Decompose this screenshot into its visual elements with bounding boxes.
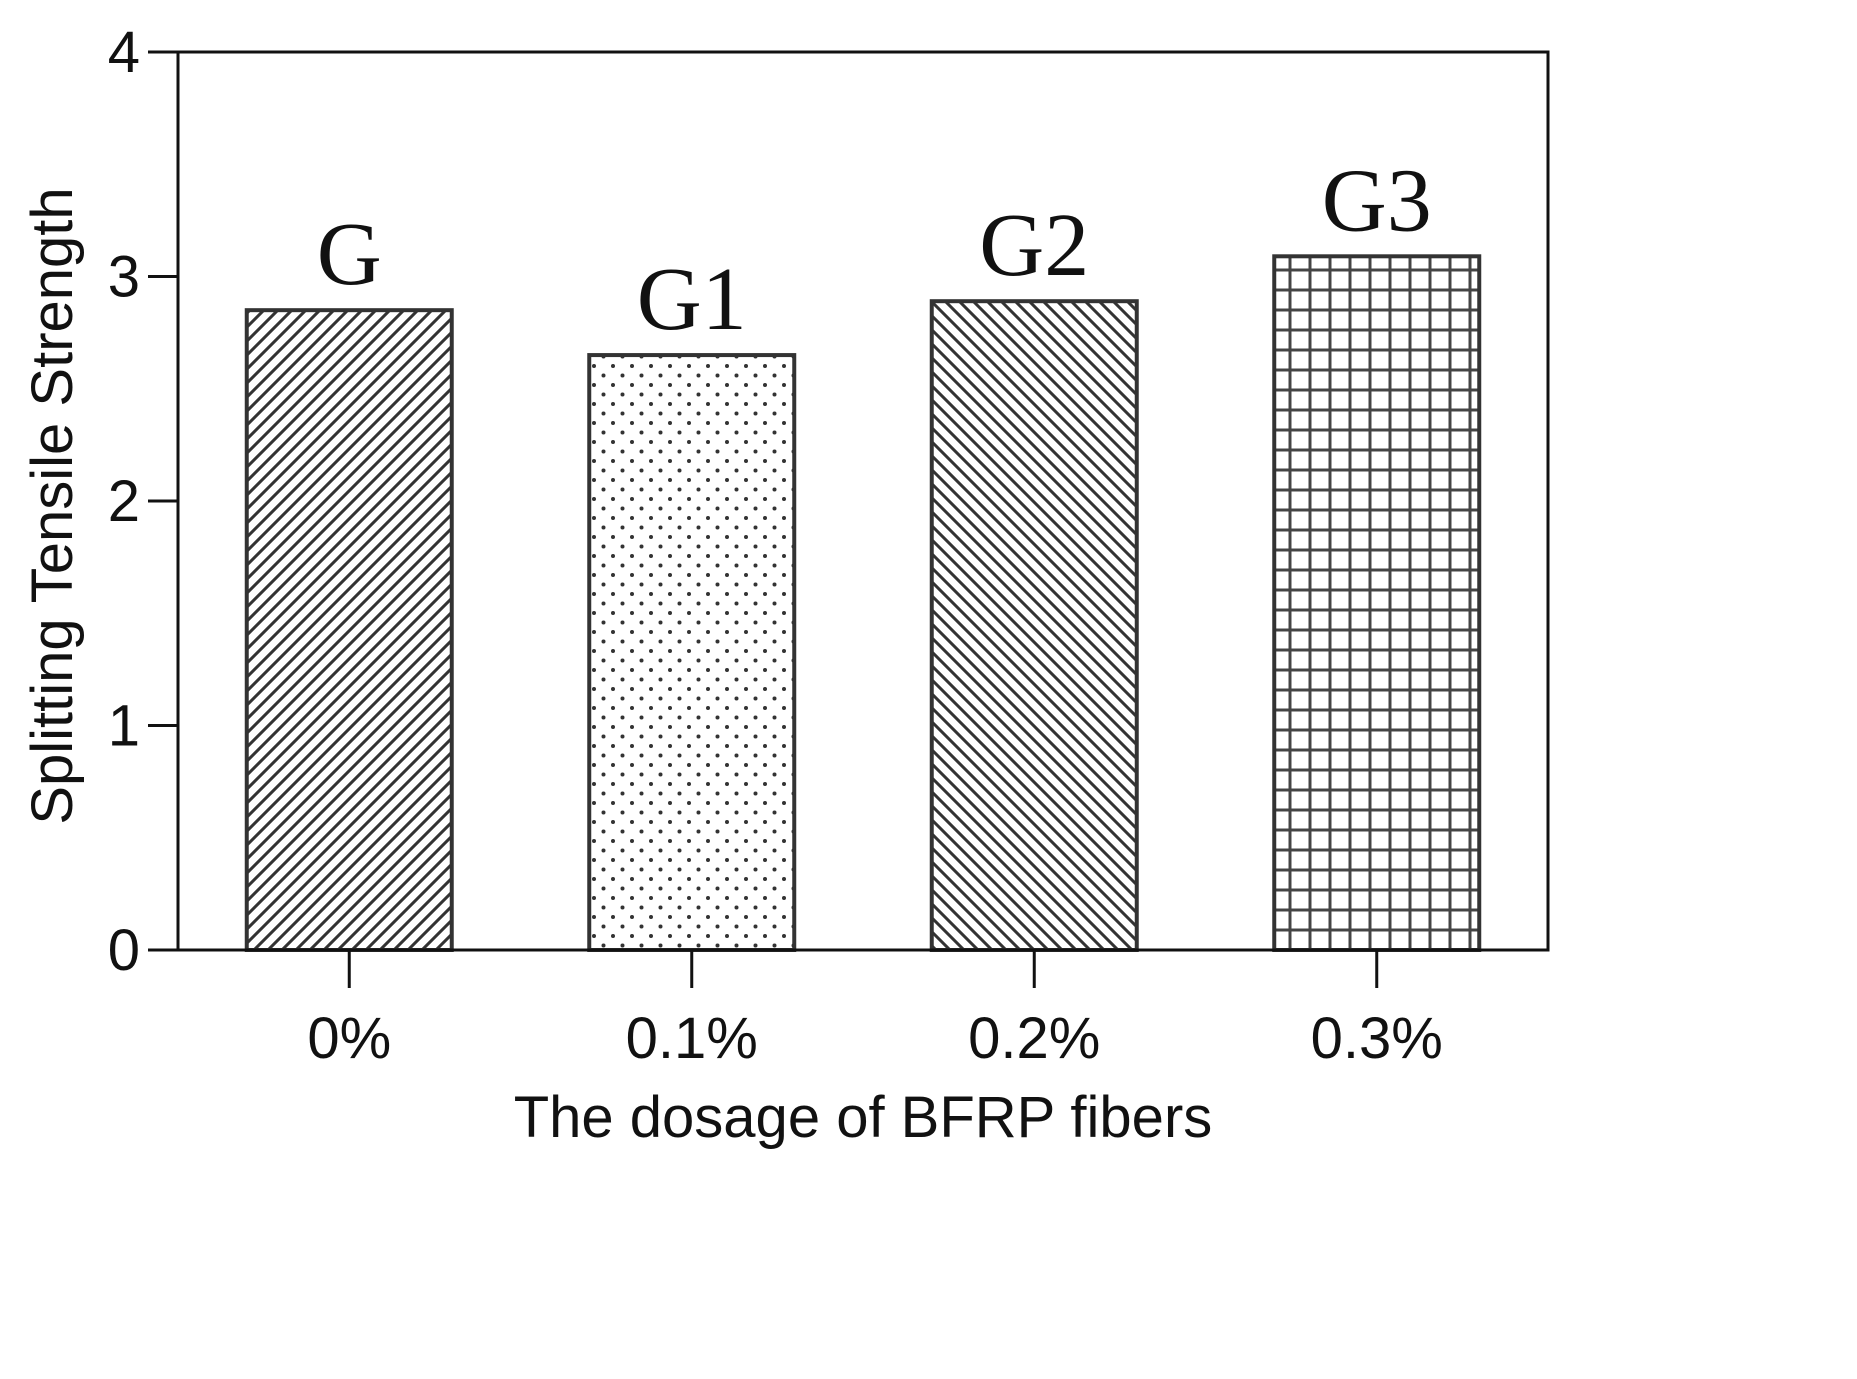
y-tick-label: 0 [108, 918, 140, 983]
bar-label-2: G1 [637, 250, 747, 349]
bars-layer [244, 254, 1482, 953]
bar-3 [929, 299, 1139, 952]
bar-4 [1272, 254, 1482, 953]
bar-label-3: G2 [979, 196, 1089, 295]
y-axis: 0 1 2 3 4 [108, 20, 178, 983]
x-tick-label: 0.2% [968, 1006, 1100, 1071]
x-axis: 0% 0.1% 0.2% 0.3% [307, 950, 1443, 1071]
bar-1 [244, 308, 454, 952]
bar-label-1: G [317, 205, 382, 304]
bar-labels-layer: G G1 G2 G3 [317, 151, 1432, 349]
y-tick-label: 1 [108, 694, 140, 759]
y-tick-label: 4 [108, 20, 140, 85]
x-tick-label: 0.3% [1311, 1006, 1443, 1071]
bar-label-4: G3 [1322, 151, 1432, 250]
y-tick-label: 3 [108, 245, 140, 310]
y-tick-label: 2 [108, 469, 140, 534]
y-axis-title: Splitting Tensile Strength [20, 187, 85, 824]
x-axis-title: The dosage of BFRP fibers [514, 1085, 1213, 1150]
x-tick-label: 0% [307, 1006, 391, 1071]
x-tick-label: 0.1% [626, 1006, 758, 1071]
bar-2 [587, 353, 797, 952]
